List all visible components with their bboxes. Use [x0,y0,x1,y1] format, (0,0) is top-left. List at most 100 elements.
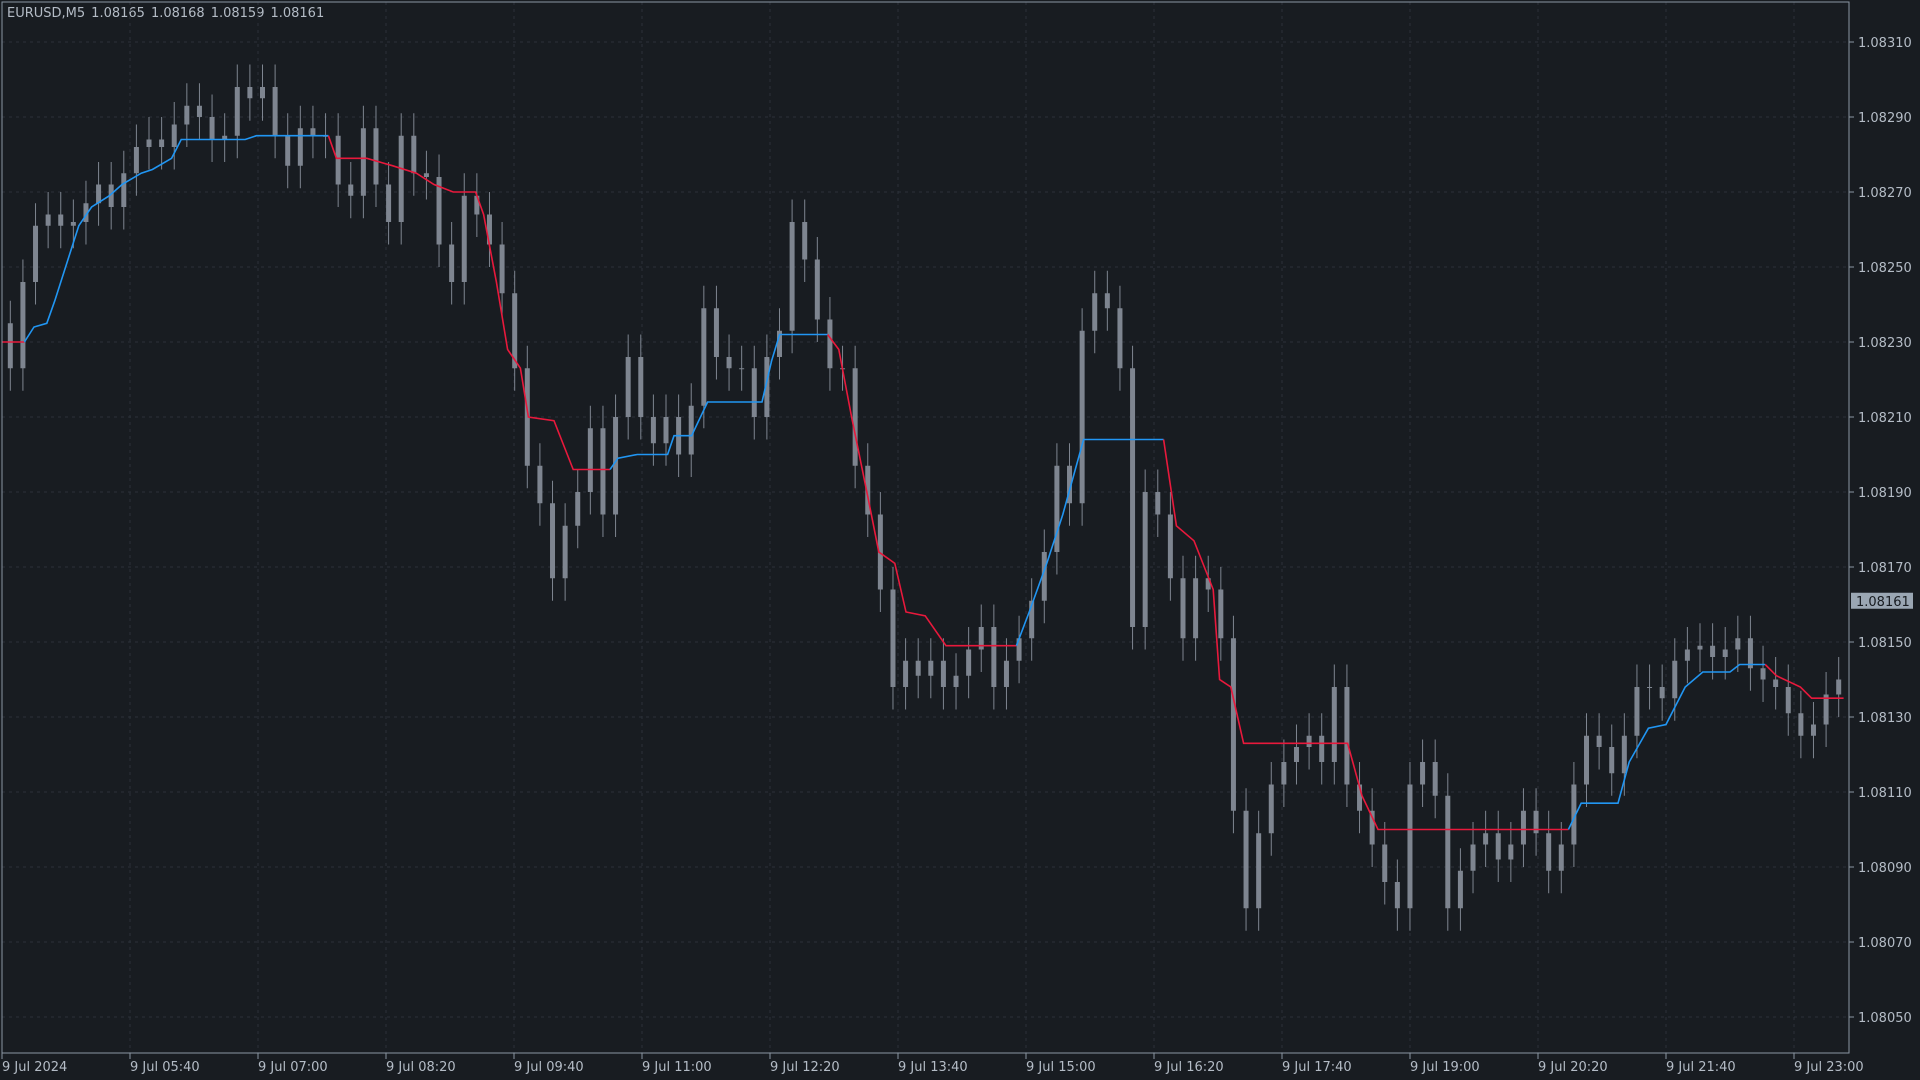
x-tick-label: 9 Jul 16:20 [1154,1060,1224,1075]
candle-bull [1508,844,1514,860]
candle-bear [1609,747,1615,774]
candle-bull [1193,578,1199,639]
candle-bull [1823,694,1829,725]
candle-bull [1420,762,1426,785]
ohlc-low: 1.08159 [210,6,265,21]
candle-bear [474,195,480,215]
y-tick-label: 1.08090 [1858,861,1912,876]
candle-bull [764,357,770,417]
candle-bear [159,139,165,147]
ohlc-close: 1.08161 [270,6,325,21]
x-tick-label: 9 Jul 05:40 [130,1060,200,1075]
candle-bull [184,105,190,125]
candle-bull [83,203,89,222]
candle-bull [1634,687,1640,736]
candle-bear [1117,308,1123,369]
candle-bear [1180,578,1186,639]
candle-bear [802,222,808,260]
candle-bull [688,405,694,455]
candle-bull [45,214,51,226]
candle-bear [726,357,732,369]
candle-bull [121,173,127,207]
candle-bear [1798,713,1804,736]
candle-bear [310,128,316,136]
y-tick-label: 1.08310 [1858,36,1912,51]
candle-bear [1167,514,1173,579]
indicator-up-segment [1567,663,1766,830]
candle-bull [133,147,139,174]
candle-bear [877,514,883,590]
candle-bear [486,214,492,245]
candle-bear [1205,578,1211,590]
candle-bear [1357,784,1363,811]
candle-bull [1483,833,1489,845]
candle-bull [625,357,631,417]
x-tick-label: 9 Jul 15:00 [1026,1060,1096,1075]
candle-bull [1016,638,1022,661]
candle-bull [1306,735,1312,747]
candle-bear [196,105,202,117]
x-tick-label: 9 Jul 17:40 [1282,1060,1352,1075]
candle-bull [171,124,177,147]
current-price-tag [1851,592,1913,609]
candle-bull [96,184,102,204]
candle-bull [1697,645,1703,650]
candle-bear [1230,638,1236,811]
candle-bull [1621,735,1627,774]
candle-bear [1067,465,1073,504]
candle-bull [1268,784,1274,834]
x-tick-label: 9 Jul 19:00 [1410,1060,1480,1075]
candle-bear [373,128,379,185]
candle-bull [398,135,404,222]
candle-bull [1092,293,1098,331]
candle-bear [7,323,13,369]
indicator-down-segment [826,334,1017,647]
candle-bear [1773,679,1779,687]
candle-bear [423,173,429,177]
candle-bear [915,660,921,676]
candle-bear [348,184,354,196]
candle-bear [1533,810,1539,834]
candle-bear [209,117,215,140]
candle-bull [1041,552,1047,601]
candle-bear [1319,735,1325,762]
candle-bull [928,660,934,676]
candle-bull [1672,660,1678,699]
ohlc-open: 1.08165 [91,6,145,21]
candle-bull [1256,833,1262,909]
y-tick-label: 1.08050 [1858,1011,1912,1026]
candle-bull [701,308,707,406]
indicator-down-segment [1764,663,1844,700]
candle-bull [953,675,959,687]
candle-bull [70,222,76,226]
candle-bull [360,128,366,196]
y-tick-label: 1.08170 [1858,561,1912,576]
candle-bear [1394,882,1400,909]
candle-bull [1647,687,1653,688]
indicator-up-segment [609,333,828,470]
candle-bull [1054,465,1060,552]
candle-bear [524,368,530,466]
candle-bull [1457,870,1463,909]
candle-bull [1331,687,1337,762]
candle-bull [222,135,228,140]
candle-bear [814,259,820,320]
candle-bull [978,627,984,650]
indicator-down-segment [327,135,610,471]
candle-bear [512,293,518,369]
candle-bull [234,87,240,136]
y-tick-label: 1.08130 [1858,711,1912,726]
candle-bear [1785,687,1791,714]
candle-bull [1836,679,1842,695]
candle-bull [613,417,619,515]
candle-bear [1130,368,1136,627]
candle-bear [1495,833,1501,860]
candle-bull [1029,600,1035,639]
candle-bear [751,368,757,417]
chart-header: EURUSD,M5 1.08165 1.08168 1.08159 1.08161 [7,6,330,21]
candle-bear [1243,810,1249,909]
candle-bear [852,368,858,466]
candle-bear [991,627,997,687]
candle-bear [1445,795,1451,909]
